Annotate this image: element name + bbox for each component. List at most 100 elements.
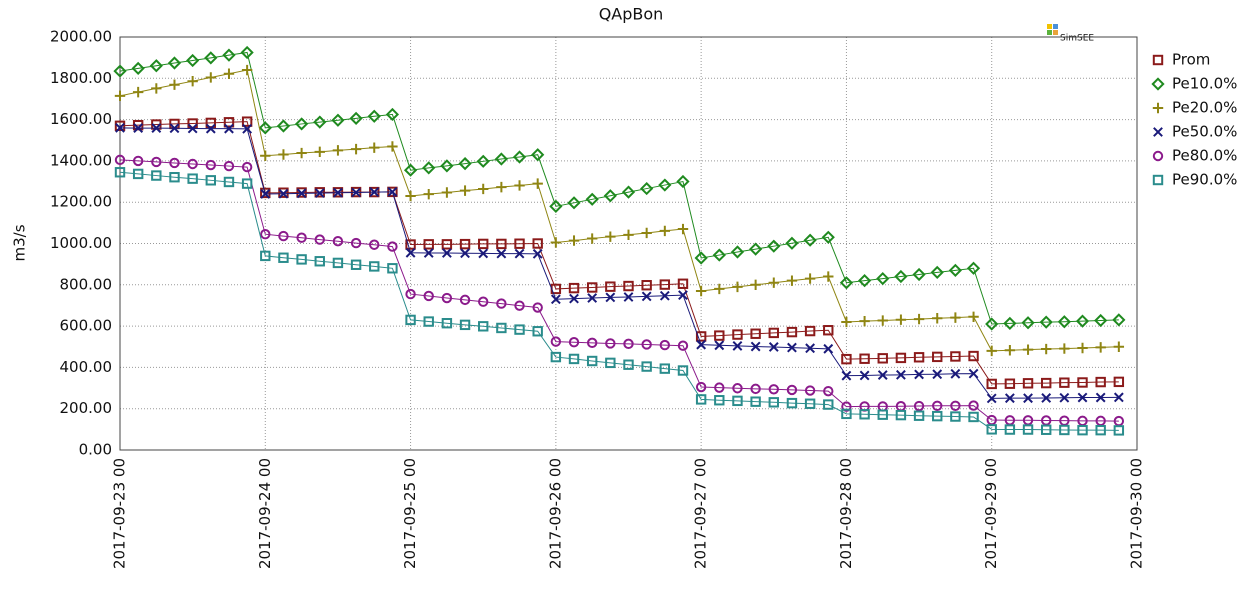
marker [1023,393,1033,404]
marker [478,296,489,307]
marker [695,331,707,342]
marker [294,117,309,131]
marker [131,61,145,76]
y-tick-label: 1000.00 [50,234,112,252]
marker [1077,392,1088,403]
marker [387,241,398,252]
marker [839,276,854,290]
marker [641,361,652,372]
marker [476,154,490,168]
marker [458,156,472,171]
marker [132,86,144,98]
marker [676,174,690,189]
marker [405,239,416,250]
marker [423,188,434,200]
marker [369,261,380,272]
marker [350,259,362,270]
marker [478,248,489,259]
y-tick-label: 0.00 [79,441,112,459]
y-tick-label: 1200.00 [50,193,112,211]
series-line [119,51,1119,325]
marker [167,56,182,70]
marker [603,189,617,203]
marker [532,238,543,249]
marker [241,64,253,76]
marker [730,245,745,259]
marker [804,385,816,396]
marker [821,230,835,244]
marker [187,173,198,184]
marker [532,302,543,313]
marker [1095,376,1106,388]
marker [1113,392,1124,403]
marker [260,189,271,199]
marker [714,330,725,341]
marker [749,242,763,256]
legend-label: Pe50.0% [1172,123,1237,141]
marker [350,143,362,155]
marker [205,175,217,186]
marker [932,313,943,324]
series-line [119,171,1119,431]
marker [387,186,398,197]
marker [640,181,654,196]
marker [532,178,543,189]
series [114,167,1125,436]
marker [278,149,289,160]
marker [750,328,761,339]
marker [187,75,198,87]
marker [859,370,870,381]
marker [314,256,325,267]
marker [877,409,888,420]
marker [877,315,888,326]
marker [950,411,961,422]
marker [968,400,979,411]
marker [132,155,144,167]
marker [823,399,834,410]
marker [258,121,272,135]
marker [568,353,580,365]
marker [1095,424,1106,436]
marker [695,394,707,405]
marker [1113,341,1125,352]
marker [677,278,689,289]
x-tick-label: 2017-09-29 00 [982,458,1000,569]
marker [459,319,471,331]
marker [859,353,870,364]
marker [950,400,961,412]
marker [986,345,997,357]
marker [132,168,144,180]
marker [187,158,198,170]
marker [169,172,180,183]
legend-label: Pe10.0% [1172,75,1237,93]
marker [605,231,616,242]
legend-entry: Pe90.0% [1152,171,1237,189]
marker [351,187,361,198]
marker [369,239,380,250]
marker [151,83,162,94]
chart-title: QApBon [599,5,664,24]
marker [349,111,363,125]
marker [932,410,943,422]
marker [623,338,634,350]
marker [478,238,489,250]
marker [750,396,761,407]
marker [114,120,126,131]
marker [405,247,416,258]
series [115,122,1124,404]
marker [514,238,525,249]
marker [186,53,200,68]
marker [550,237,562,248]
x-tick-label: 2017-09-27 00 [692,458,710,569]
marker [968,350,979,362]
marker [367,109,381,123]
marker [932,351,943,363]
marker [278,187,289,198]
marker [385,107,400,122]
marker [659,290,670,301]
y-tick-label: 800.00 [60,275,113,293]
marker [895,409,907,421]
marker [823,343,834,354]
marker [968,411,979,423]
